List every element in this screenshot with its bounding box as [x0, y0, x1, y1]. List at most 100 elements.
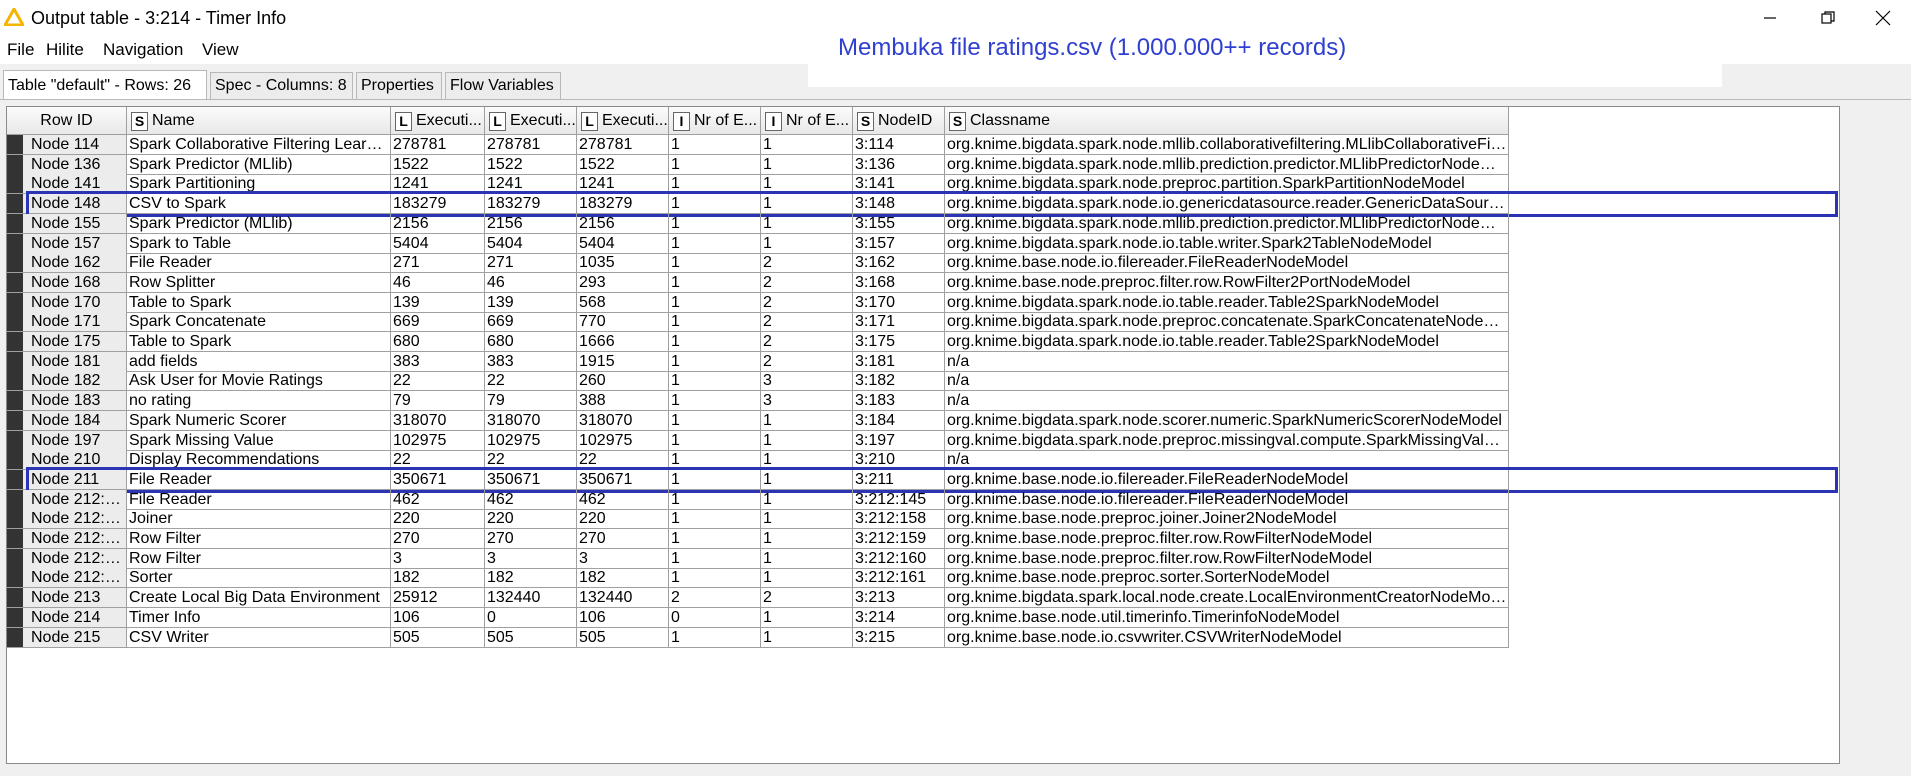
cell-execution-time-2[interactable]: 462	[485, 489, 577, 510]
cell-classname[interactable]: org.knime.bigdata.spark.node.io.table.re…	[945, 332, 1509, 352]
cell-execution-time-3[interactable]: 260	[577, 371, 669, 392]
cell-nr-of-executions-2[interactable]: 3	[761, 371, 853, 392]
cell-execution-time-1[interactable]: 182	[391, 568, 485, 589]
cell-execution-time-1[interactable]: 22	[391, 450, 485, 471]
cell-execution-time-1[interactable]: 1241	[391, 174, 485, 195]
cell-node-id[interactable]: 3:213	[853, 588, 945, 609]
cell-node-id[interactable]: 3:182	[853, 371, 945, 392]
cell-execution-time-3[interactable]: 102975	[577, 430, 669, 451]
cell-name[interactable]: Spark to Table	[127, 233, 391, 254]
cell-execution-time-3[interactable]: 5404	[577, 233, 669, 254]
column-header-node-id[interactable]: S NodeID	[853, 107, 945, 135]
cell-execution-time-2[interactable]: 680	[485, 332, 577, 352]
cell-execution-time-3[interactable]: 1666	[577, 332, 669, 352]
cell-nr-of-executions-2[interactable]: 2	[761, 312, 853, 333]
table-row[interactable]: Node 215 CSV Writer 505 505 505 1 1 3:215 org.kn…	[7, 627, 1839, 648]
table-row[interactable]: Node 155 Spark Predictor (MLlib) 2156 2156 2…	[7, 213, 1839, 234]
cell-node-id[interactable]: 3:212:161	[853, 568, 945, 589]
cell-node-id[interactable]: 3:183	[853, 391, 945, 412]
cell-node-id[interactable]: 3:181	[853, 351, 945, 372]
cell-execution-time-3[interactable]: 183279	[577, 194, 669, 215]
cell-nr-of-executions-2[interactable]: 1	[761, 194, 853, 215]
cell-classname[interactable]: org.knime.bigdata.spark.node.mllib.colla…	[945, 135, 1509, 155]
cell-name[interactable]: Spark Missing Value	[127, 430, 391, 451]
cell-execution-time-1[interactable]: 350671	[391, 469, 485, 490]
cell-execution-time-1[interactable]: 46	[391, 272, 485, 293]
cell-row-id[interactable]: Node 170	[7, 292, 127, 313]
cell-nr-of-executions-1[interactable]: 1	[669, 194, 761, 215]
cell-row-id[interactable]: Node 168	[7, 272, 127, 293]
column-header-execution-time-2[interactable]: L Executi...	[485, 107, 577, 135]
cell-name[interactable]: Joiner	[127, 509, 391, 530]
cell-name[interactable]: Display Recommendations	[127, 450, 391, 471]
cell-node-id[interactable]: 3:162	[853, 253, 945, 274]
cell-execution-time-3[interactable]: 182	[577, 568, 669, 589]
cell-classname[interactable]: org.knime.bigdata.spark.node.preproc.mis…	[945, 430, 1509, 451]
cell-execution-time-2[interactable]: 22	[485, 450, 577, 471]
cell-execution-time-2[interactable]: 278781	[485, 135, 577, 155]
cell-classname[interactable]: org.knime.base.node.preproc.filter.row.R…	[945, 272, 1509, 293]
cell-name[interactable]: Row Filter	[127, 529, 391, 549]
cell-name[interactable]: no rating	[127, 391, 391, 412]
data-table[interactable]: Row ID S Name L Executi... L Executi... L Execut…	[6, 106, 1840, 764]
cell-nr-of-executions-2[interactable]: 1	[761, 607, 853, 628]
cell-execution-time-3[interactable]: 1035	[577, 253, 669, 274]
table-row[interactable]: Node 171 Spark Concatenate 669 669 770 1 2 3:17…	[7, 312, 1839, 333]
restore-button[interactable]	[1800, 0, 1856, 36]
table-row[interactable]: Node 141 Spark Partitioning 1241 1241 1241 1 1…	[7, 174, 1839, 195]
cell-execution-time-2[interactable]: 102975	[485, 430, 577, 451]
table-row[interactable]: Node 170 Table to Spark 139 139 568 1 2 3:170 or…	[7, 292, 1839, 313]
cell-execution-time-2[interactable]: 1241	[485, 174, 577, 195]
table-row[interactable]: Node 213 Create Local Big Data Environmen…	[7, 588, 1839, 609]
cell-execution-time-2[interactable]: 46	[485, 272, 577, 293]
cell-classname[interactable]: org.knime.base.node.io.filereader.FileRe…	[945, 253, 1509, 274]
cell-classname[interactable]: org.knime.base.node.util.timerinfo.Timer…	[945, 607, 1509, 628]
cell-nr-of-executions-2[interactable]: 3	[761, 391, 853, 412]
cell-node-id[interactable]: 3:210	[853, 450, 945, 471]
cell-execution-time-1[interactable]: 383	[391, 351, 485, 372]
cell-classname[interactable]: org.knime.bigdata.spark.node.mllib.predi…	[945, 154, 1509, 175]
table-row[interactable]: Node 136 Spark Predictor (MLlib) 1522 1522 1…	[7, 154, 1839, 175]
cell-execution-time-1[interactable]: 318070	[391, 410, 485, 431]
cell-row-id[interactable]: Node 136	[7, 154, 127, 175]
cell-nr-of-executions-1[interactable]: 0	[669, 607, 761, 628]
cell-node-id[interactable]: 3:171	[853, 312, 945, 333]
column-header-execution-time-1[interactable]: L Executi...	[391, 107, 485, 135]
cell-row-id[interactable]: Node 212:158	[7, 509, 127, 530]
cell-nr-of-executions-1[interactable]: 1	[669, 351, 761, 372]
cell-row-id[interactable]: Node 212:145	[7, 489, 127, 510]
cell-nr-of-executions-1[interactable]: 1	[669, 529, 761, 549]
cell-execution-time-2[interactable]: 505	[485, 627, 577, 648]
cell-row-id[interactable]: Node 212:161	[7, 568, 127, 589]
cell-execution-time-2[interactable]: 2156	[485, 213, 577, 234]
cell-nr-of-executions-1[interactable]: 1	[669, 233, 761, 254]
cell-nr-of-executions-1[interactable]: 1	[669, 568, 761, 589]
cell-execution-time-3[interactable]: 2156	[577, 213, 669, 234]
cell-row-id[interactable]: Node 114	[7, 135, 127, 155]
cell-classname[interactable]: org.knime.bigdata.spark.local.node.creat…	[945, 588, 1509, 609]
cell-name[interactable]: Spark Predictor (MLlib)	[127, 154, 391, 175]
cell-row-id[interactable]: Node 141	[7, 174, 127, 195]
cell-execution-time-3[interactable]: 462	[577, 489, 669, 510]
cell-nr-of-executions-2[interactable]: 2	[761, 292, 853, 313]
cell-nr-of-executions-1[interactable]: 1	[669, 312, 761, 333]
cell-execution-time-3[interactable]: 568	[577, 292, 669, 313]
cell-row-id[interactable]: Node 155	[7, 213, 127, 234]
table-row[interactable]: Node 197 Spark Missing Value 102975 102975 1…	[7, 430, 1839, 451]
cell-nr-of-executions-1[interactable]: 1	[669, 548, 761, 569]
table-row[interactable]: Node 212:158 Joiner 220 220 220 1 1 3:212:158 or…	[7, 509, 1839, 530]
cell-execution-time-3[interactable]: 106	[577, 607, 669, 628]
cell-nr-of-executions-1[interactable]: 1	[669, 627, 761, 648]
tab-properties[interactable]: Properties	[356, 72, 442, 99]
cell-execution-time-1[interactable]: 462	[391, 489, 485, 510]
menu-file[interactable]: File	[7, 40, 35, 59]
cell-execution-time-2[interactable]: 669	[485, 312, 577, 333]
cell-name[interactable]: add fields	[127, 351, 391, 372]
cell-node-id[interactable]: 3:212:158	[853, 509, 945, 530]
cell-nr-of-executions-1[interactable]: 1	[669, 272, 761, 293]
cell-execution-time-2[interactable]: 22	[485, 371, 577, 392]
cell-name[interactable]: Sorter	[127, 568, 391, 589]
cell-execution-time-2[interactable]: 132440	[485, 588, 577, 609]
cell-row-id[interactable]: Node 214	[7, 607, 127, 628]
table-row[interactable]: Node 175 Table to Spark 680 680 1666 1 2 3:175 o…	[7, 332, 1839, 352]
